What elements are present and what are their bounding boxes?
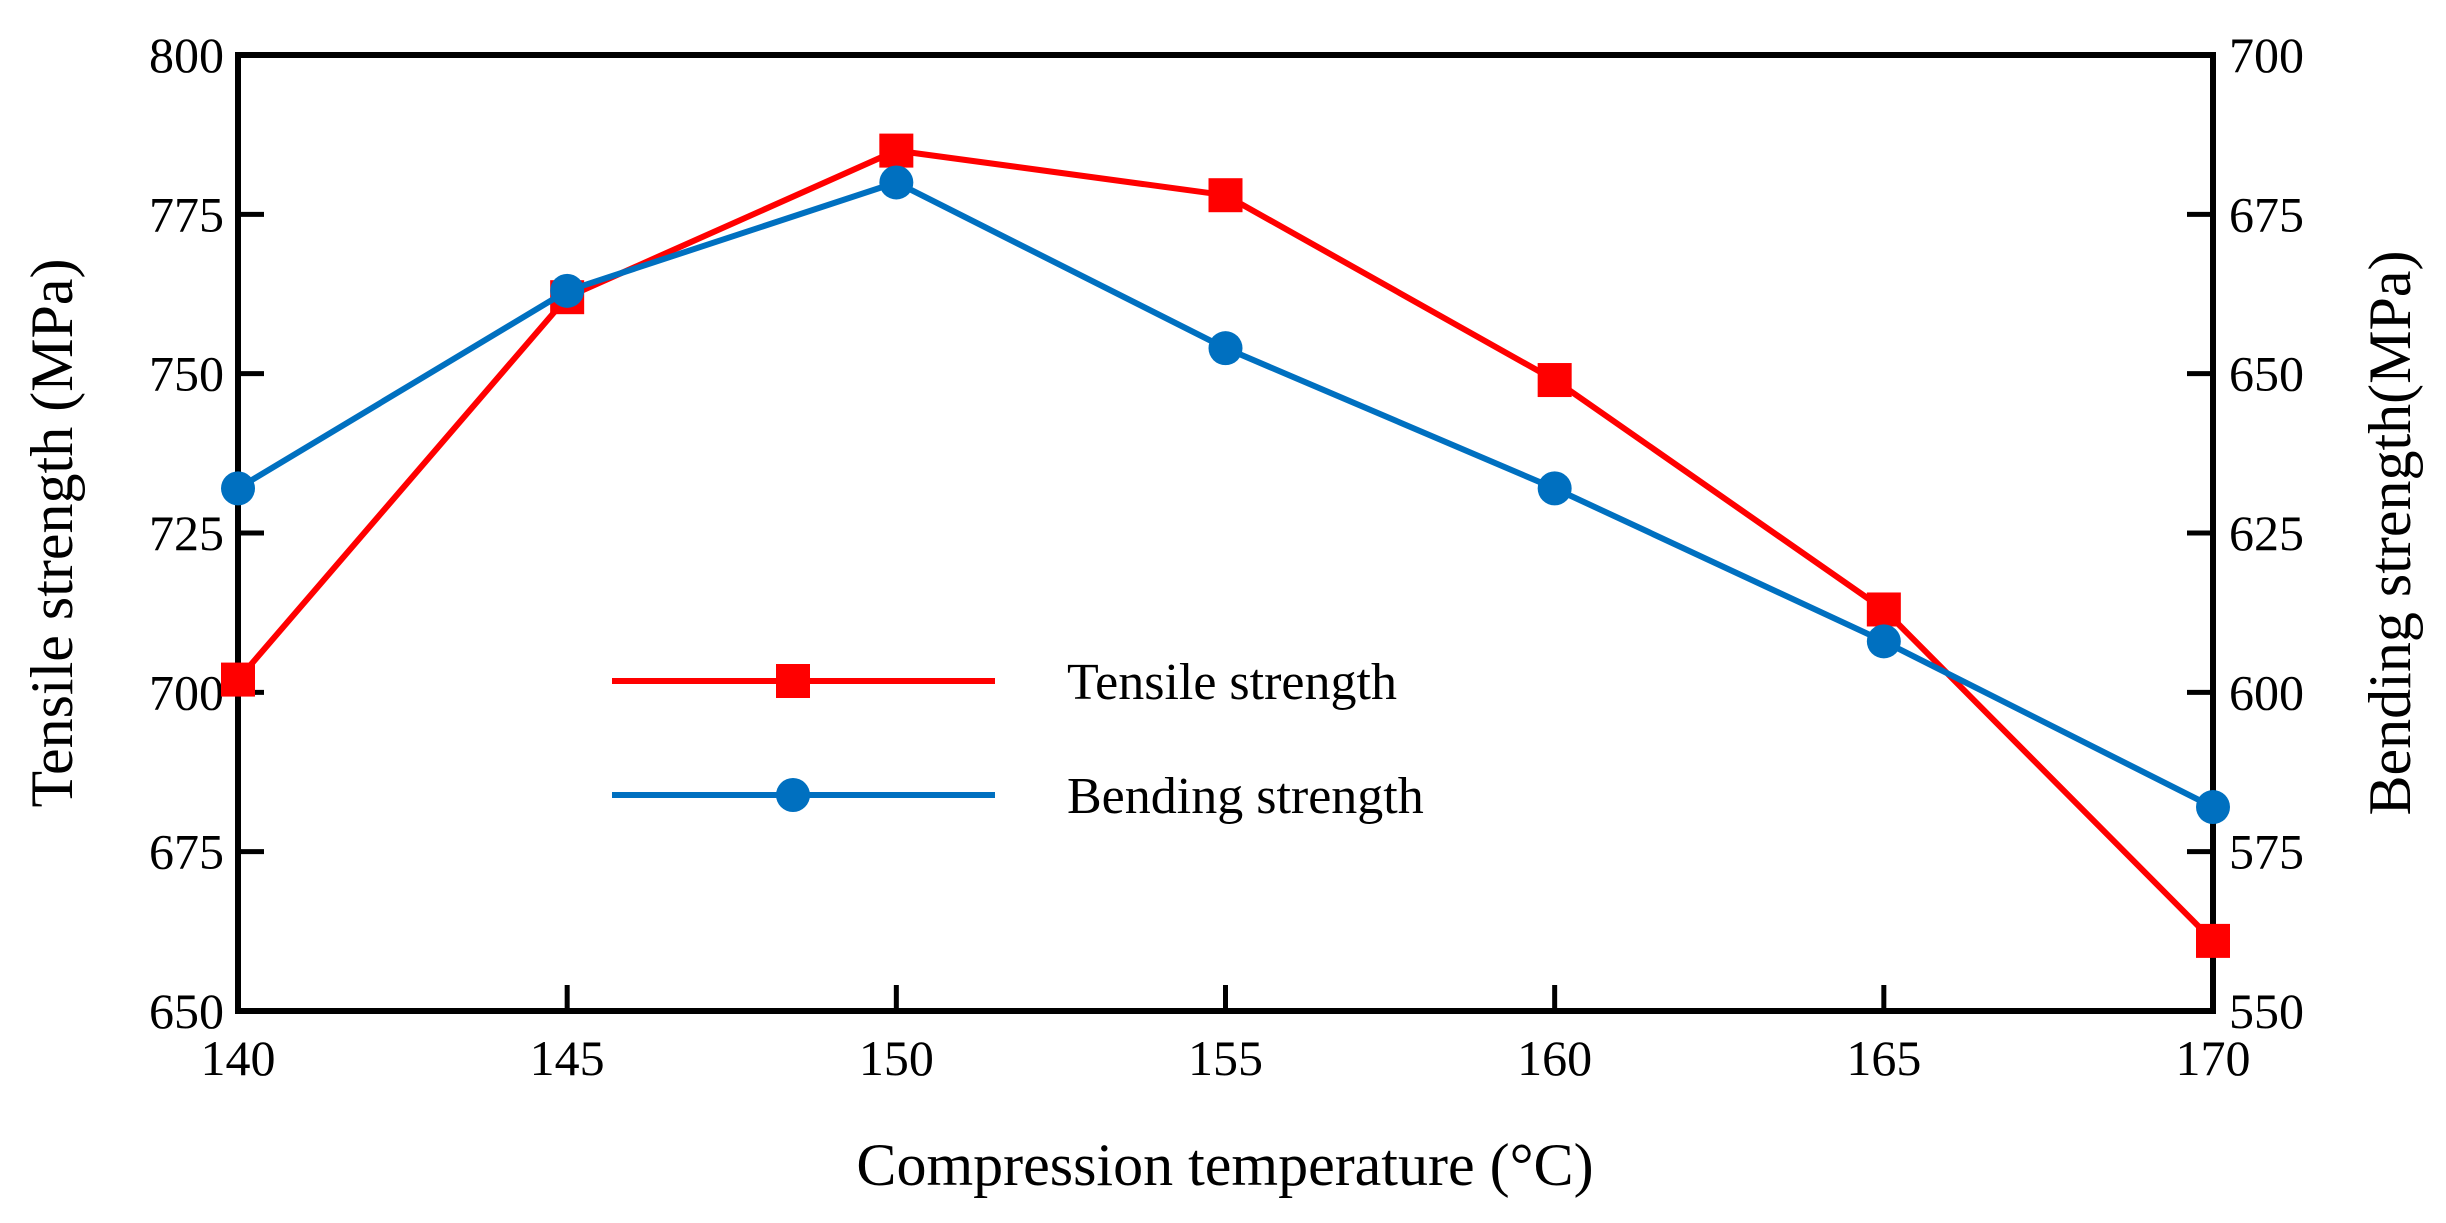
x-tick-label: 170 bbox=[2176, 1030, 2251, 1086]
x-tick-label: 145 bbox=[530, 1030, 605, 1086]
tensile-strength-point bbox=[1866, 592, 1901, 627]
right-tick-label: 650 bbox=[2229, 346, 2304, 402]
bending-strength-point bbox=[879, 165, 914, 200]
legend-tensile-strength-marker bbox=[776, 664, 810, 698]
left-tick-label: 775 bbox=[149, 186, 224, 242]
bending-strength-point bbox=[221, 471, 255, 506]
left-tick-label: 725 bbox=[149, 505, 224, 561]
x-tick-label: 155 bbox=[1188, 1030, 1263, 1086]
tensile-strength-point bbox=[221, 662, 255, 697]
legend: Tensile strength Bending strength bbox=[612, 654, 1424, 825]
bending-strength-point bbox=[550, 273, 585, 308]
x-axis-title: Compression temperature (°C) bbox=[856, 1132, 1593, 1198]
left-tick-label: 800 bbox=[149, 27, 224, 83]
right-tick-label: 575 bbox=[2229, 824, 2304, 880]
x-tick-label: 160 bbox=[1517, 1030, 1592, 1086]
legend-bending-strength-marker bbox=[776, 778, 810, 812]
tensile-strength-point bbox=[879, 133, 914, 168]
bending-strength-point bbox=[2196, 790, 2230, 825]
right-tick-label: 550 bbox=[2229, 983, 2304, 1039]
left-tick-label: 675 bbox=[149, 824, 224, 880]
x-tick-label: 165 bbox=[1846, 1030, 1921, 1086]
bending-strength-point bbox=[1537, 471, 1572, 506]
left-tick-label: 650 bbox=[149, 983, 224, 1039]
x-tick-label: 140 bbox=[201, 1030, 276, 1086]
right-axis-ticks: 550 575 600 625 650 675 700 bbox=[2187, 27, 2304, 1039]
x-tick-label: 150 bbox=[859, 1030, 934, 1086]
bending-strength-point bbox=[1866, 624, 1901, 659]
tensile-strength-point bbox=[2196, 923, 2230, 958]
right-tick-label: 700 bbox=[2229, 27, 2304, 83]
tensile-strength-point bbox=[1537, 363, 1572, 398]
left-tick-label: 750 bbox=[149, 346, 224, 402]
right-tick-label: 600 bbox=[2229, 664, 2304, 720]
right-axis-title: Bending strength(MPa) bbox=[2357, 251, 2423, 816]
bending-strength-line bbox=[236, 179, 2215, 810]
right-tick-label: 675 bbox=[2229, 186, 2304, 242]
left-axis-ticks: 650 675 700 725 750 775 800 bbox=[149, 27, 264, 1039]
right-tick-label: 625 bbox=[2229, 505, 2304, 561]
series-layer bbox=[221, 133, 2230, 958]
legend-tensile-strength-label: Tensile strength bbox=[1067, 654, 1397, 711]
bending-strength-point bbox=[1208, 331, 1243, 366]
left-axis-title: Tensile strength (MPa) bbox=[19, 258, 85, 807]
left-tick-label: 700 bbox=[149, 664, 224, 720]
tensile-strength-point bbox=[1208, 178, 1243, 213]
legend-bending-strength-label: Bending strength bbox=[1067, 768, 1424, 825]
x-axis-ticks: 140 145 150 155 160 165 170 bbox=[201, 985, 2251, 1086]
